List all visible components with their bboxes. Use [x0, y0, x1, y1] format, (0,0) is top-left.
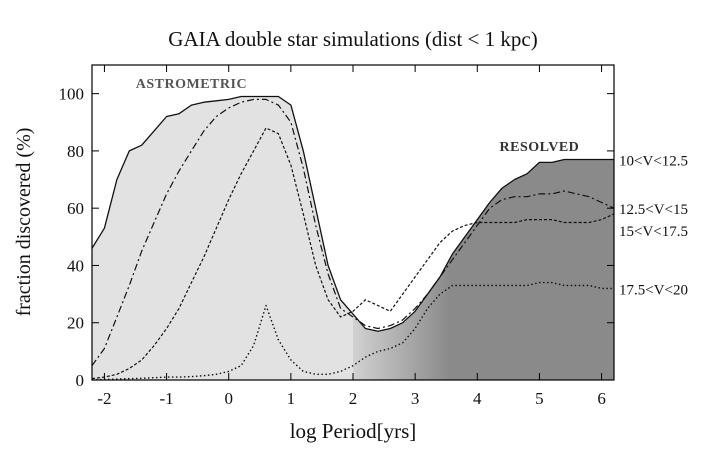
x-tick-label: 3 — [411, 389, 420, 408]
legend-label-1: 10<V<12.5 — [619, 154, 688, 170]
resolved-region-fill — [353, 159, 614, 380]
legend-label-4: 17.5<V<20 — [619, 282, 688, 298]
y-tick-label: 40 — [67, 256, 84, 275]
series-line-3 — [92, 127, 614, 380]
y-axis-label: fraction discovered (%) — [13, 128, 35, 317]
x-tick-label: 5 — [535, 389, 544, 408]
y-tick-label: 80 — [67, 142, 84, 161]
x-tick-label: -2 — [97, 389, 111, 408]
chart-title: GAIA double star simulations (dist < 1 k… — [168, 27, 537, 51]
x-tick-label: 6 — [597, 389, 606, 408]
legend-label-3: 15<V<17.5 — [619, 224, 688, 240]
x-tick-label: -1 — [159, 389, 173, 408]
astrometric-label: ASTROMETRIC — [136, 77, 247, 92]
x-axis-label: log Period[yrs] — [290, 419, 417, 443]
series-line-4 — [92, 281, 614, 380]
series-line-1 — [92, 95, 614, 332]
resolved-label: RESOLVED — [500, 140, 580, 155]
legend-label-2: 12.5<V<15 — [619, 202, 688, 218]
y-tick-label: 0 — [76, 371, 85, 390]
series-line-2 — [92, 98, 614, 367]
x-tick-label: 0 — [224, 389, 233, 408]
y-tick-label: 60 — [67, 199, 84, 218]
y-tick-label: 20 — [67, 314, 84, 333]
y-tick-label: 100 — [59, 85, 85, 104]
x-tick-label: 2 — [349, 389, 358, 408]
x-tick-label: 4 — [473, 389, 482, 408]
x-tick-label: 1 — [287, 389, 296, 408]
